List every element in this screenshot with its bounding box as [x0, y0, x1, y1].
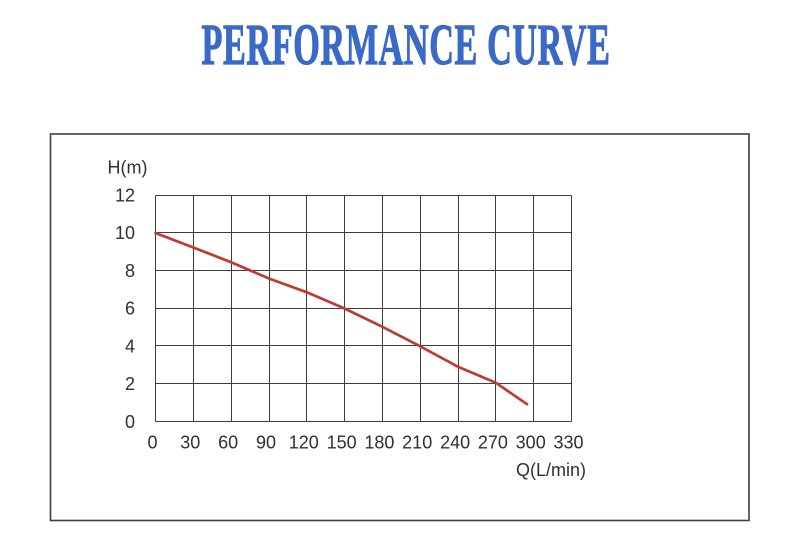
svg-text:0: 0 [147, 432, 157, 452]
svg-text:Q(L/min): Q(L/min) [516, 460, 586, 480]
svg-text:4: 4 [125, 337, 135, 357]
svg-text:12: 12 [115, 186, 135, 206]
svg-text:180: 180 [364, 432, 394, 452]
svg-text:H(m): H(m) [108, 158, 148, 178]
svg-text:270: 270 [478, 432, 508, 452]
svg-text:60: 60 [218, 432, 238, 452]
svg-text:300: 300 [516, 432, 546, 452]
svg-text:90: 90 [256, 432, 276, 452]
svg-text:330: 330 [553, 432, 583, 452]
svg-text:120: 120 [289, 432, 319, 452]
svg-text:150: 150 [327, 432, 357, 452]
svg-text:0: 0 [125, 412, 135, 432]
svg-text:240: 240 [440, 432, 470, 452]
svg-text:210: 210 [402, 432, 432, 452]
svg-text:10: 10 [115, 223, 135, 243]
svg-text:2: 2 [125, 374, 135, 394]
svg-text:8: 8 [125, 261, 135, 281]
svg-text:6: 6 [125, 299, 135, 319]
svg-text:30: 30 [180, 432, 200, 452]
